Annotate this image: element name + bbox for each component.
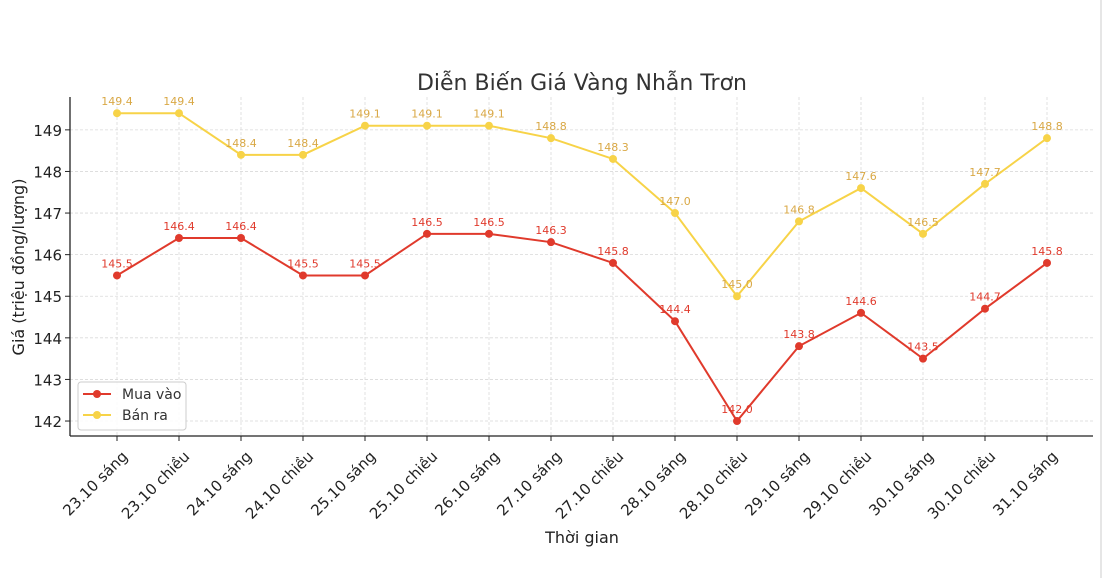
data-label: 148.8 [1031, 120, 1063, 133]
data-point [609, 154, 617, 163]
data-label: 145.8 [597, 245, 629, 258]
data-label: 148.4 [287, 137, 319, 150]
x-axis-label: Thời gian [544, 528, 619, 547]
y-tick-label: 149 [33, 122, 62, 140]
data-label: 146.4 [225, 220, 257, 233]
data-label: 146.5 [411, 216, 443, 229]
y-axis-label: Giá (triệu đồng/lượng) [9, 179, 28, 356]
data-point [113, 109, 121, 118]
data-label: 146.5 [473, 216, 505, 229]
data-point [361, 271, 369, 280]
data-point [175, 234, 183, 243]
y-tick-label: 143 [33, 371, 62, 389]
data-point [175, 109, 183, 118]
x-tick-label: 26.10 sáng [431, 448, 503, 520]
chart-title: Diễn Biến Giá Vàng Nhẫn Trơn [417, 70, 747, 96]
data-label: 147.0 [659, 195, 691, 208]
data-label: 144.7 [969, 291, 1001, 304]
x-tick-label: 31.10 sáng [989, 448, 1061, 520]
data-point [237, 150, 245, 159]
data-point [981, 304, 989, 313]
data-label: 147.6 [845, 170, 877, 183]
data-point [1043, 134, 1051, 143]
data-label: 146.3 [535, 224, 567, 237]
data-label: 143.8 [783, 328, 815, 341]
data-label: 142.0 [721, 403, 753, 416]
data-point [981, 179, 989, 188]
data-point [237, 234, 245, 243]
data-point [857, 184, 865, 193]
data-label: 148.3 [597, 141, 629, 154]
data-label: 145.8 [1031, 245, 1063, 258]
data-point [361, 121, 369, 130]
data-point [485, 229, 493, 238]
data-point [1043, 258, 1051, 267]
legend-marker-ban-ra [93, 411, 101, 419]
data-point [609, 258, 617, 267]
data-point [423, 121, 431, 130]
data-label: 144.4 [659, 303, 691, 316]
data-label: 145.5 [287, 257, 319, 270]
y-tick-label: 142 [33, 413, 62, 431]
data-point [547, 134, 555, 143]
series-0: 145.5 146.4 146.4 145.5 145.5 146.5 146.5 146.3… [101, 216, 1063, 426]
y-tick-label: 145 [33, 288, 62, 306]
data-label: 144.6 [845, 295, 877, 308]
data-label: 145.0 [721, 278, 753, 291]
y-tick-label: 148 [33, 163, 62, 181]
data-label: 145.5 [349, 257, 381, 270]
data-point [795, 217, 803, 226]
y-tick-label: 144 [33, 330, 62, 348]
data-label: 146.5 [907, 216, 939, 229]
data-point [423, 229, 431, 238]
data-label: 149.1 [411, 108, 443, 121]
data-point [919, 354, 927, 363]
legend-marker-mua-vao [93, 390, 101, 398]
legend: Mua vào Bán ra [77, 381, 187, 431]
data-label: 149.4 [163, 95, 195, 108]
data-label: 146.8 [783, 203, 815, 216]
data-label: 143.5 [907, 341, 939, 354]
data-point [795, 342, 803, 351]
data-label: 149.4 [101, 95, 133, 108]
data-label: 146.4 [163, 220, 195, 233]
data-point [485, 121, 493, 130]
legend-label-mua-vao: Mua vào [122, 387, 181, 403]
data-point [733, 417, 741, 426]
data-point [919, 229, 927, 238]
data-label: 148.8 [535, 120, 567, 133]
series-line [116, 232, 1048, 423]
series-line [117, 112, 1048, 298]
data-point [547, 238, 555, 247]
data-point [113, 271, 121, 280]
y-tick-label: 146 [33, 247, 62, 265]
data-label: 149.1 [473, 108, 505, 121]
data-point [671, 209, 679, 218]
data-point [299, 150, 307, 159]
y-tick-label: 147 [33, 205, 62, 223]
data-label: 148.4 [225, 137, 257, 150]
data-point [299, 271, 307, 280]
data-label: 147.7 [969, 166, 1001, 179]
data-label: 149.1 [349, 108, 381, 121]
data-label: 145.5 [101, 257, 133, 270]
data-point [857, 308, 865, 317]
series-1: 149.4 149.4 148.4 148.4 149.1 149.1 149.1 148.8… [101, 95, 1063, 301]
legend-label-ban-ra: Bán ra [122, 408, 168, 424]
data-point [733, 292, 741, 301]
data-point [671, 317, 679, 326]
